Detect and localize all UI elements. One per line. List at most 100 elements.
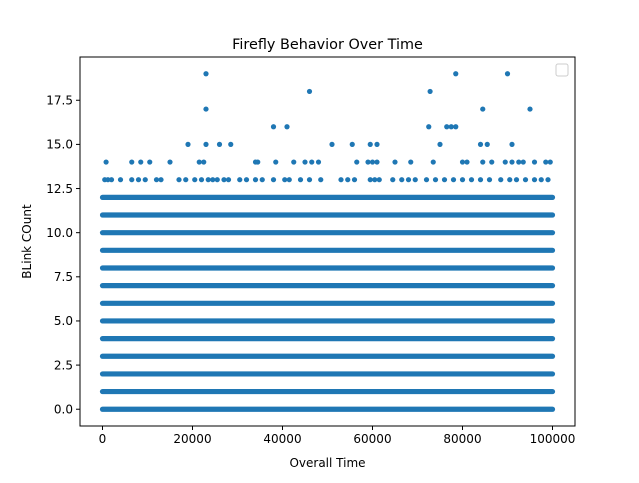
data-point — [351, 177, 358, 183]
data-point — [105, 177, 111, 183]
data-point — [367, 177, 373, 183]
data-point — [376, 177, 382, 183]
y-tick-label: 15.0 — [46, 138, 73, 152]
data-point — [480, 159, 486, 165]
data-point — [225, 177, 232, 183]
data-point — [365, 159, 371, 165]
data-point — [441, 177, 448, 183]
data-point — [374, 141, 380, 147]
data-point — [243, 177, 250, 183]
x-axis-ticks: 0 20000 40000 60000 80000 100000 — [99, 426, 575, 446]
data-point — [103, 159, 109, 165]
data-point — [367, 141, 373, 147]
data-point — [221, 177, 227, 183]
data-point — [306, 88, 313, 95]
data-point — [509, 141, 515, 147]
data-point — [427, 88, 433, 95]
data-point — [477, 177, 484, 183]
data-point — [547, 159, 553, 165]
data-point — [453, 124, 459, 130]
data-point — [129, 159, 135, 165]
data-point — [176, 177, 182, 183]
data-point — [426, 124, 432, 130]
y-tick-label: 5.0 — [54, 314, 73, 328]
chart-title: Firefly Behavior Over Time — [232, 37, 423, 53]
x-tick-label: 40000 — [263, 432, 301, 446]
data-point — [205, 177, 211, 183]
data-point — [372, 177, 378, 183]
data-point — [498, 177, 504, 183]
data-point — [135, 177, 142, 183]
y-axis-ticks: 0.0 2.5 5.0 7.5 10.0 12.5 15.0 17.5 — [46, 94, 80, 417]
data-point — [349, 141, 355, 147]
data-point — [185, 141, 191, 147]
data-point — [210, 177, 216, 183]
data-point — [464, 159, 470, 165]
data-point — [270, 177, 277, 183]
data-point — [390, 177, 396, 183]
data-point — [408, 159, 414, 165]
data-point — [203, 106, 209, 112]
data-point — [142, 177, 148, 183]
data-point — [138, 159, 144, 165]
axes-frame — [79, 56, 576, 427]
data-point — [527, 106, 533, 112]
y-tick-label: 7.5 — [54, 270, 73, 284]
data-point — [192, 177, 198, 183]
data-point — [129, 177, 135, 183]
data-point — [273, 159, 279, 165]
data-point — [282, 177, 288, 183]
data-point — [270, 124, 277, 130]
data-point — [531, 159, 538, 165]
data-point — [216, 141, 223, 147]
data-point — [484, 141, 490, 147]
data-point — [291, 159, 297, 165]
data-points — [99, 71, 556, 412]
legend — [555, 63, 569, 77]
y-axis-label: BLink COunt — [20, 204, 34, 279]
data-point — [158, 177, 164, 183]
y-tick-label: 2.5 — [54, 358, 73, 372]
data-point — [315, 159, 322, 165]
data-point — [153, 177, 160, 183]
data-point — [228, 141, 234, 147]
data-point — [489, 159, 495, 165]
data-point — [252, 177, 259, 183]
data-point — [405, 177, 412, 183]
data-point — [318, 177, 324, 183]
data-point — [117, 177, 124, 183]
x-tick-label: 80000 — [443, 432, 481, 446]
data-point — [477, 141, 484, 147]
data-point — [480, 106, 486, 112]
x-axis-label: Overall Time — [289, 456, 365, 470]
data-point — [543, 159, 549, 165]
data-point — [201, 159, 207, 165]
data-point — [459, 177, 466, 183]
data-point — [399, 177, 405, 183]
data-point — [374, 159, 380, 165]
data-point — [513, 177, 520, 183]
data-point — [430, 159, 436, 165]
data-point — [183, 177, 189, 183]
y-tick-label: 10.0 — [46, 226, 73, 240]
data-point — [545, 177, 551, 183]
data-point — [297, 177, 304, 183]
y-tick-label: 12.5 — [46, 182, 73, 196]
data-point — [198, 177, 205, 183]
data-point — [147, 159, 153, 165]
data-point — [448, 124, 454, 130]
data-point — [167, 159, 173, 165]
data-point — [522, 177, 529, 183]
data-point — [302, 159, 308, 165]
data-point — [214, 177, 220, 183]
data-point — [259, 177, 265, 183]
data-point — [423, 177, 430, 183]
data-point — [504, 71, 511, 77]
data-point — [369, 159, 376, 165]
x-tick-label: 20000 — [173, 432, 211, 446]
data-point — [486, 177, 493, 183]
data-point — [502, 159, 508, 165]
data-point — [345, 177, 351, 183]
data-point — [507, 177, 513, 183]
data-point — [286, 177, 292, 183]
